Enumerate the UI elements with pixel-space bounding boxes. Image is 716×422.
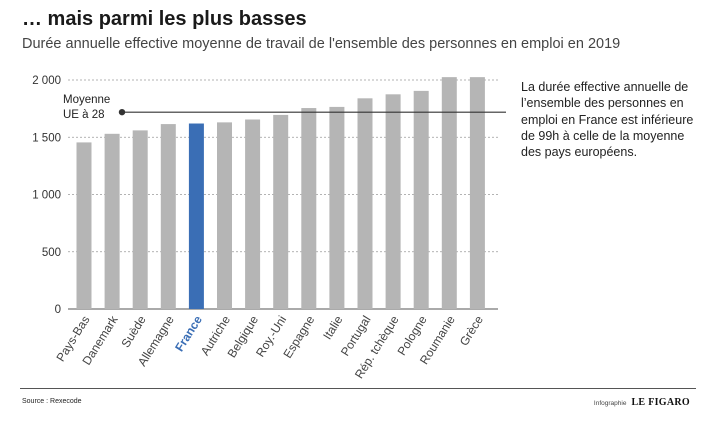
bar-r-p-tch-que	[385, 94, 401, 309]
bar-roumanie	[441, 77, 457, 309]
credit: Infographie LE FIGARO	[594, 397, 690, 408]
y-tick-label: 0	[55, 304, 61, 316]
bar-pays-bas	[76, 142, 92, 309]
eu-average-label: Moyenne	[63, 94, 110, 106]
bar-belgique	[245, 119, 261, 309]
bar-portugal	[357, 98, 373, 309]
y-tick-label: 500	[42, 247, 61, 259]
bar-roy-uni	[273, 114, 289, 309]
bar-france	[188, 123, 204, 309]
bar-pologne	[413, 90, 429, 309]
bar-italie	[329, 106, 345, 309]
x-tick-label: Italie	[320, 313, 345, 342]
credit-label: Infographie	[593, 400, 627, 407]
eu-average-label: UE à 28	[63, 109, 105, 121]
annotation-text: La durée effective annuelle de l’ensembl…	[521, 80, 694, 160]
bar-danemark	[104, 133, 120, 309]
footer-divider	[20, 388, 696, 389]
source-note: Source : Rexecode	[22, 398, 82, 405]
y-tick-label: 1 000	[32, 190, 61, 202]
bar-gr-ce	[469, 77, 485, 309]
chart-subtitle: Durée annuelle effective moyenne de trav…	[22, 36, 621, 52]
chart-title: … mais parmi les plus basses	[22, 8, 307, 30]
x-tick-label: Grèce	[457, 313, 486, 348]
eu-average-marker	[118, 108, 126, 116]
bar-autriche	[217, 122, 232, 310]
y-tick-label: 2 000	[32, 75, 61, 87]
bar-su-de	[132, 130, 148, 309]
bar-espagne	[301, 108, 317, 310]
bar-allemagne	[160, 124, 176, 310]
le-figaro-logo: LE FIGARO	[631, 397, 690, 408]
y-tick-label: 1 500	[32, 132, 61, 144]
